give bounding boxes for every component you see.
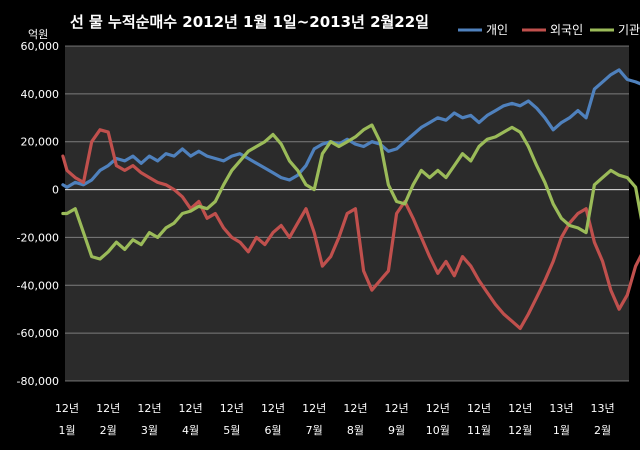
- legend-label-0: 개인: [486, 23, 508, 37]
- x-tick-year-2: 12년: [137, 402, 161, 415]
- x-tick-month-2: 3월: [141, 424, 158, 437]
- chart-title: 선 물 누적순매수 2012년 1월 1일~2013년 2월22일: [70, 13, 429, 31]
- y-tick-label-0: 60,000: [21, 40, 60, 53]
- x-tick-year-3: 12년: [179, 402, 203, 415]
- y-tick-label-1: 40,000: [21, 88, 60, 101]
- series-group: [61, 68, 640, 330]
- series-line-0: [61, 68, 640, 189]
- x-tick-month-3: 4월: [182, 424, 199, 437]
- x-tick-month-10: 11월: [467, 424, 491, 437]
- legend-label-2: 기관: [618, 23, 640, 37]
- x-tick-month-7: 8월: [347, 424, 364, 437]
- x-tick-year-0: 12년: [55, 402, 79, 415]
- y-tick-label-2: 20,000: [21, 136, 60, 149]
- y-tick-label-7: -80,000: [17, 375, 59, 388]
- x-tick-year-10: 12년: [467, 402, 491, 415]
- x-tick-month-8: 9월: [388, 424, 405, 437]
- series-line-1: [61, 128, 640, 330]
- y-tick-label-6: -60,000: [17, 327, 59, 340]
- x-tick-month-12: 1월: [553, 424, 570, 437]
- y-tick-label-4: -20,000: [17, 231, 59, 244]
- x-tick-year-7: 12년: [343, 402, 367, 415]
- x-tick-year-6: 12년: [302, 402, 326, 415]
- x-tick-year-12: 13년: [549, 402, 573, 415]
- x-tick-month-1: 2월: [100, 424, 117, 437]
- x-tick-month-4: 5월: [223, 424, 240, 437]
- series-line-2: [61, 123, 640, 261]
- x-tick-year-11: 12년: [508, 402, 532, 415]
- y-tick-label-3: 0: [52, 184, 59, 197]
- x-tick-month-0: 1월: [58, 424, 75, 437]
- y-axis-unit: 억원: [28, 28, 48, 41]
- x-tick-month-11: 12월: [508, 424, 532, 437]
- x-tick-year-13: 13년: [591, 402, 615, 415]
- y-tick-label-5: -40,000: [17, 279, 59, 292]
- x-tick-month-5: 6월: [264, 424, 281, 437]
- x-tick-year-8: 12년: [385, 402, 409, 415]
- x-tick-month-6: 7월: [306, 424, 323, 437]
- x-tick-year-4: 12년: [220, 402, 244, 415]
- legend-label-1: 외국인: [550, 23, 583, 37]
- x-tick-month-9: 10월: [426, 424, 450, 437]
- x-tick-labels: 12년 1월 12년 2월 12년 3월 12년 4월 12년 5월 12년 6월 12년 7월 12년 8월…: [55, 402, 615, 437]
- x-tick-year-1: 12년: [96, 402, 120, 415]
- x-tick-month-13: 2월: [594, 424, 611, 437]
- x-tick-year-5: 12년: [261, 402, 285, 415]
- legend: 개인 외국인 기관: [458, 23, 640, 37]
- y-tick-labels: 60,000 40,000 20,000 0 -20,000 -40,000 -60,000…: [17, 40, 59, 388]
- x-tick-year-9: 12년: [426, 402, 450, 415]
